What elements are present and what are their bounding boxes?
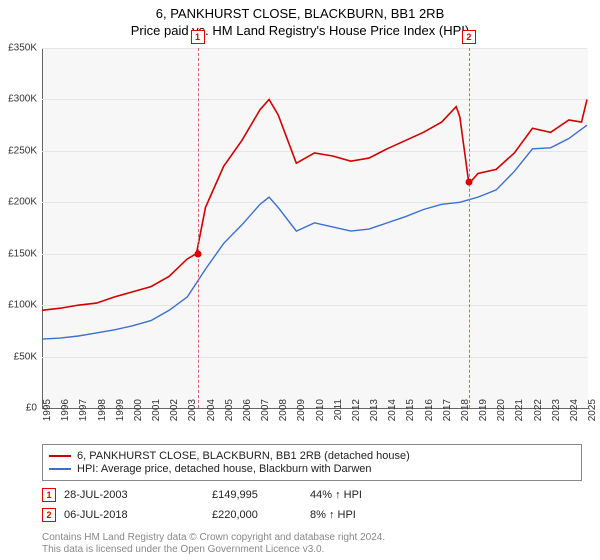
chart-area: £0£50K£100K£150K£200K£250K£300K£350K 199… xyxy=(42,48,587,408)
ytick-label: £50K xyxy=(0,351,37,362)
footer-attribution: Contains HM Land Registry data © Crown c… xyxy=(42,532,582,556)
sale-row: 1 28-JUL-2003 £149,995 44% ↑ HPI xyxy=(42,488,582,502)
sale-marker-icon: 1 xyxy=(42,488,56,502)
sale-marker-icon: 2 xyxy=(42,508,56,522)
chart-title-block: 6, PANKHURST CLOSE, BLACKBURN, BB1 2RB P… xyxy=(0,0,600,38)
legend-item: 6, PANKHURST CLOSE, BLACKBURN, BB1 2RB (… xyxy=(49,450,575,462)
sale-date: 06-JUL-2018 xyxy=(64,509,204,521)
price-paid-line xyxy=(42,99,587,310)
ytick-label: £150K xyxy=(0,248,37,259)
xtick-label: 2025 xyxy=(587,399,598,429)
hpi-line xyxy=(42,125,587,339)
legend-swatch-icon xyxy=(49,468,71,470)
sale-date: 28-JUL-2003 xyxy=(64,489,204,501)
ytick-label: £350K xyxy=(0,43,37,54)
sale-hpi-delta: 44% ↑ HPI xyxy=(310,489,400,501)
sale-row: 2 06-JUL-2018 £220,000 8% ↑ HPI xyxy=(42,508,582,522)
sale-marker-vline xyxy=(469,48,470,408)
sale-marker-dot xyxy=(194,250,201,257)
ytick-label: £0 xyxy=(0,403,37,414)
sale-marker-dot xyxy=(465,178,472,185)
sale-marker-vline xyxy=(198,48,199,408)
chart-title-line2: Price paid vs. HM Land Registry's House … xyxy=(0,23,600,38)
legend-swatch-icon xyxy=(49,455,71,457)
ytick-label: £200K xyxy=(0,197,37,208)
sale-marker-box: 1 xyxy=(191,30,205,44)
sale-price: £220,000 xyxy=(212,509,302,521)
ytick-label: £250K xyxy=(0,145,37,156)
sale-price: £149,995 xyxy=(212,489,302,501)
legend: 6, PANKHURST CLOSE, BLACKBURN, BB1 2RB (… xyxy=(42,444,582,481)
legend-item: HPI: Average price, detached house, Blac… xyxy=(49,463,575,475)
sale-hpi-delta: 8% ↑ HPI xyxy=(310,509,400,521)
legend-label: HPI: Average price, detached house, Blac… xyxy=(77,463,372,475)
legend-label: 6, PANKHURST CLOSE, BLACKBURN, BB1 2RB (… xyxy=(77,450,410,462)
chart-title-line1: 6, PANKHURST CLOSE, BLACKBURN, BB1 2RB xyxy=(0,6,600,21)
footer-line1: Contains HM Land Registry data © Crown c… xyxy=(42,532,582,544)
sale-marker-box: 2 xyxy=(462,30,476,44)
ytick-label: £100K xyxy=(0,300,37,311)
ytick-label: £300K xyxy=(0,94,37,105)
footer-line2: This data is licensed under the Open Gov… xyxy=(42,544,582,556)
series-svg xyxy=(42,48,587,408)
